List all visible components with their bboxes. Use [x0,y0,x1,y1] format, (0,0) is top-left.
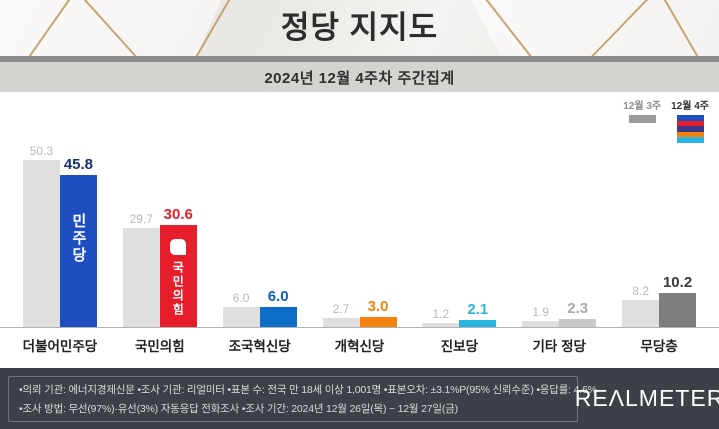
bar-value-week4: 2.1 [467,301,489,319]
bar-week4 [459,320,497,327]
legend-stripe [676,115,704,121]
bar-column-week3: 50.3 [22,144,60,327]
bar-group: 1.9 2.3 [509,300,609,327]
category-label: 무당층 [640,339,678,354]
page-title: 정당 지지도 [280,10,439,45]
bar-week3 [222,307,260,327]
party-logo-text: 민주당 [69,212,87,264]
legend-item-week4: 12월 4주 [671,97,709,143]
bar-value-week4: 6.0 [267,288,289,306]
bar-week3 [522,320,560,327]
bar-column-week4: 2.1 [459,301,497,327]
bar-chart: 12월 3주 12월 4주 50.3 45.8 민주당 29.7 30.6 국민의힘 6.0… [0,92,719,368]
bar-column-week3: 8.2 [622,283,660,327]
bar-week4: 국민의힘 [159,225,197,327]
bar-column-week4: 6.0 [259,288,297,327]
bar-group: 1.2 2.1 [409,301,509,327]
survey-details-box: •의뢰 기관: 에너지경제신문 •조사 기관: 리얼미터 •표본 수: 전국 만… [8,376,597,422]
bar-value-week3: 6.0 [232,291,250,306]
bar-value-week4: 30.6 [163,206,193,224]
bar-column-week4: 30.6 국민의힘 [159,206,197,327]
bar-column-week4: 45.8 민주당 [59,155,97,327]
bar-column-week4: 10.2 [659,274,697,327]
bar-week3 [322,318,360,327]
bar-week4 [659,293,697,327]
bars-area: 50.3 45.8 민주당 29.7 30.6 국민의힘 6.0 6.0 2.7 3.0 1.2 2.… [0,92,719,328]
chart-legend: 12월 3주 12월 4주 [623,97,709,143]
bar-week4 [259,307,297,327]
realmeter-logo: REΛLMETER [574,385,719,411]
bar-value-week3: 50.3 [29,144,54,159]
bar-value-week4: 45.8 [63,155,94,173]
category-label: 개혁신당 [334,339,385,354]
category-label: 조국혁신당 [228,339,291,354]
subtitle-band: 2024년 12월 4주차 주간집계 [0,62,719,92]
category-label: 기타 정당 [532,339,586,354]
category-label: 더불어민주당 [22,339,98,354]
bar-column-week3: 6.0 [222,291,260,327]
party-logo-symbol-icon [170,239,187,256]
bar-column-week3: 2.7 [322,302,360,327]
bar-week3 [622,299,660,327]
bar-week4 [559,319,597,327]
party-logo-text: 국민의힘 [170,261,185,318]
bar-week3 [122,228,160,327]
bar-week4 [359,317,397,327]
bar-week4: 민주당 [59,174,97,327]
bar-value-week3: 8.2 [632,283,649,298]
bar-column-week4: 3.0 [359,298,397,327]
survey-details-line2: •조사 방법: 무선(97%)·유선(3%) 자동응답 전화조사 •조사 기간:… [19,403,458,415]
bar-column-week3: 29.7 [122,212,160,327]
bar-value-week4: 10.2 [662,274,693,292]
bar-week3 [22,160,60,327]
header-divider [0,56,719,62]
footer-band: •의뢰 기관: 에너지경제신문 •조사 기관: 리얼미터 •표본 수: 전국 만… [0,368,719,429]
legend-stripe [676,120,704,127]
bar-value-week3: 2.7 [332,302,350,317]
bar-value-week3: 1.9 [532,304,550,319]
legend-stripe [676,137,704,143]
bar-column-week3: 1.2 [422,307,460,327]
bar-value-week4: 2.3 [567,300,589,318]
bar-group: 6.0 6.0 [210,288,310,327]
legend-swatch-week4 [676,115,704,143]
bar-group: 8.2 10.2 [609,274,709,327]
category-label: 국민의힘 [134,339,185,354]
legend-item-week3: 12월 3주 [623,97,661,143]
bar-group: 29.7 30.6 국민의힘 [110,206,210,327]
bar-group: 50.3 45.8 민주당 [10,144,110,327]
bar-column-week4: 2.3 [559,300,597,327]
bar-value-week4: 3.0 [367,298,389,316]
header-banner: 정당 지지도 [0,0,719,56]
bar-value-week3: 1.2 [432,307,450,322]
category-label: 진보당 [440,339,478,354]
legend-swatch-week3 [628,115,656,123]
survey-details-line1: •의뢰 기관: 에너지경제신문 •조사 기관: 리얼미터 •표본 수: 전국 만… [19,384,597,396]
legend-label-week3: 12월 3주 [623,101,662,112]
bar-column-week3: 1.9 [522,304,560,327]
bar-week3 [422,323,460,327]
page-subtitle: 2024년 12월 4주차 주간집계 [264,69,455,87]
legend-label-week4: 12월 4주 [671,101,709,112]
legend-stripe [676,131,704,138]
category-labels-row: 더불어민주당 국민의힘 조국혁신당 개혁신당 진보당 기타 정당 무당층 [0,335,719,355]
bar-group: 2.7 3.0 [310,298,410,327]
legend-stripe [676,126,704,132]
bar-value-week3: 29.7 [129,212,153,227]
